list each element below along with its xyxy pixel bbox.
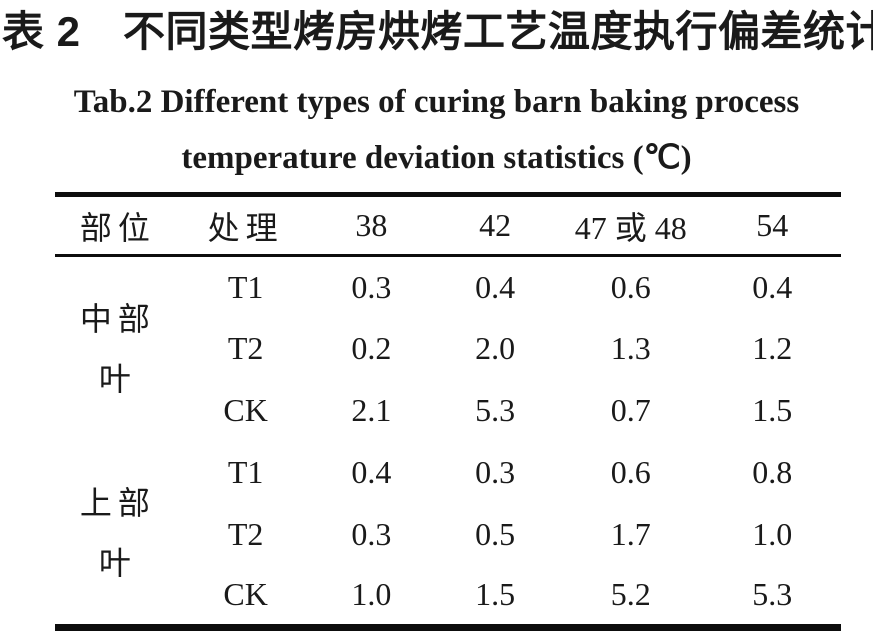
table-row: T2 0.3 0.5 1.7 1.0 [55,504,841,566]
value-cell: 0.2 [351,330,392,366]
treatment-cell: CK [223,392,268,428]
header-row: 部位 处理 38 42 47 或 48 54 [55,194,841,257]
value-cell: 0.3 [351,268,392,305]
part-cell-middle-leaf: 中部 叶 [55,256,181,442]
value-cell: 0.3 [351,516,392,552]
col-header-38: 38 [310,194,433,257]
value-cell: 5.2 [610,576,651,613]
value-cell: 0.8 [752,454,793,490]
value-cell: 0.5 [475,516,516,552]
value-cell: 0.6 [610,454,651,490]
col-header-treatment: 处理 [180,194,311,257]
table-row: T2 0.2 2.0 1.3 1.2 [55,318,841,380]
col-header-54: 54 [703,194,841,257]
part-cell-upper-leaf: 上部 叶 [55,442,181,628]
col-header-47-48: 47 或 48 [558,194,704,257]
value-cell: 1.0 [351,576,392,613]
table-row: 上部 叶 T1 0.4 0.3 0.6 0.8 [55,442,841,581]
part-label-line1: 上部 [79,484,156,521]
value-cell: 5.3 [475,392,516,428]
table-title-english-line2: temperature deviation statistics (℃) [181,140,692,176]
table-row: CK 1.0 1.5 5.2 5.3 [55,566,841,628]
col-header-42: 42 [432,194,559,257]
temperature-deviation-table: 部位 处理 38 42 47 或 48 54 中部 叶 T1 0.3 0.4 0… [55,192,841,631]
treatment-cell: CK [223,576,268,613]
table-row: CK 2.1 5.3 0.7 1.5 [55,380,841,442]
value-cell: 1.0 [752,516,793,552]
table-title-english-line1: Tab.2 Different types of curing barn bak… [73,84,800,120]
treatment-cell: T2 [227,516,264,552]
value-cell: 1.2 [752,330,793,366]
table-row: 中部 叶 T1 0.3 0.4 0.6 0.4 [55,256,841,398]
treatment-cell: T1 [227,454,264,490]
part-label-line2: 叶 [98,361,137,398]
table-title-english: Tab.2 Different types of curing barn bak… [0,74,873,186]
treatment-cell: T1 [227,268,264,305]
value-cell: 0.4 [351,454,392,490]
value-cell: 0.7 [610,392,651,428]
value-cell: 1.3 [610,330,651,366]
treatment-cell: T2 [227,330,264,366]
part-label-line1: 中部 [79,301,156,338]
value-cell: 0.3 [475,454,516,490]
value-cell: 1.5 [752,392,793,428]
value-cell: 0.4 [752,268,793,305]
part-label-line2: 叶 [98,544,137,581]
value-cell: 0.4 [475,268,516,305]
value-cell: 2.1 [351,392,392,428]
value-cell: 2.0 [475,330,516,366]
table-title-chinese: 表 2 不同类型烤房烘烤工艺温度执行偏差统计表（℃） [2,8,873,55]
value-cell: 5.3 [752,576,793,613]
value-cell: 1.7 [610,516,651,552]
col-header-part: 部位 [55,194,181,257]
value-cell: 0.6 [610,268,651,305]
value-cell: 1.5 [475,576,516,613]
